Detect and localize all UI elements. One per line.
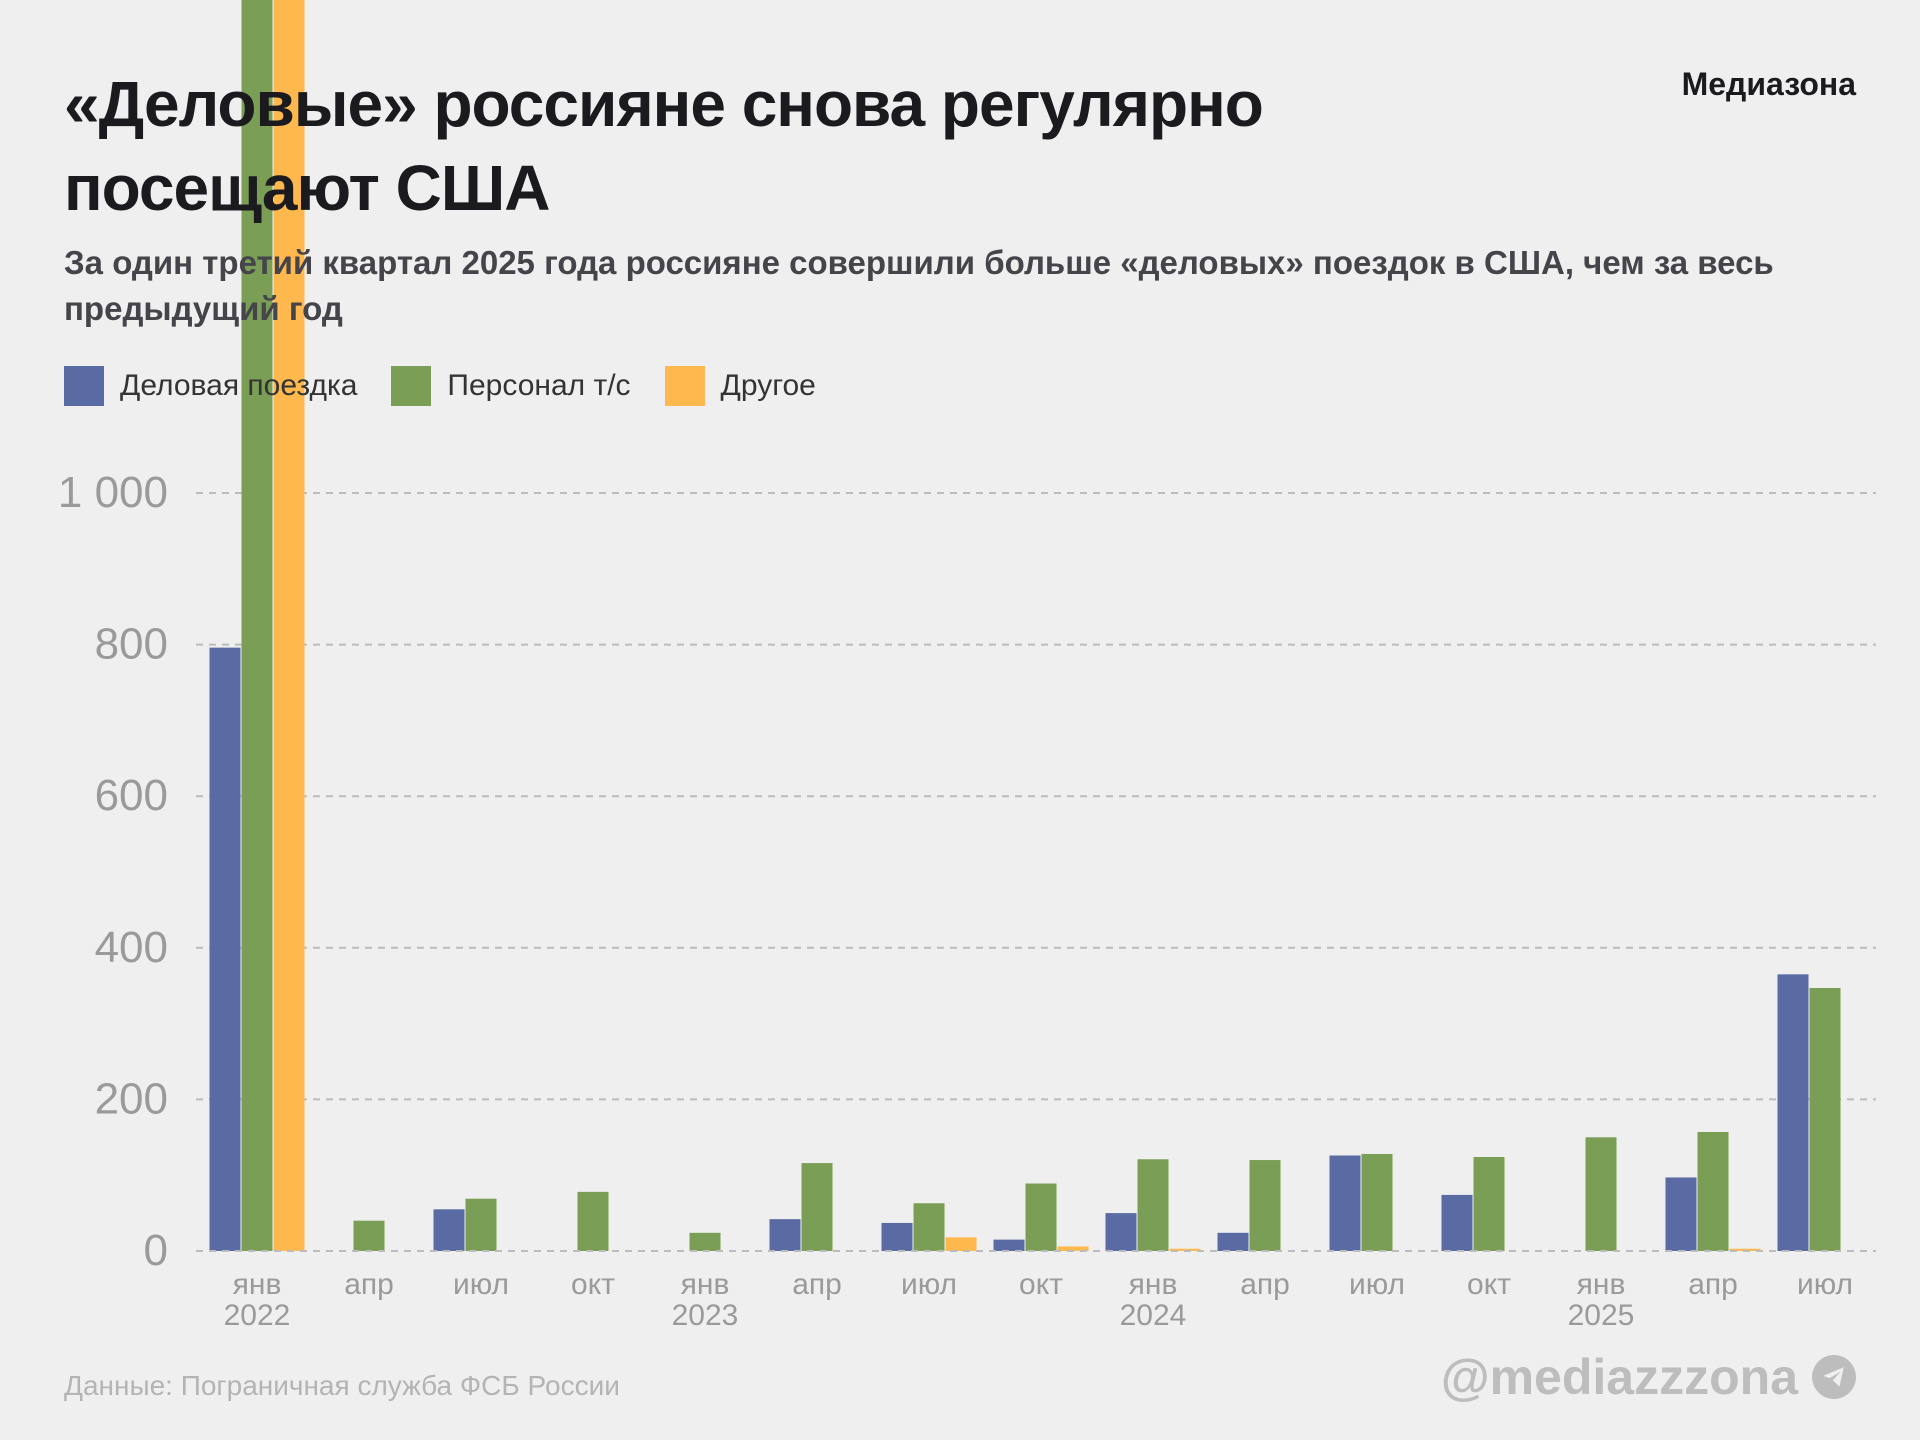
legend-item-business: Деловая поездка [64, 366, 357, 406]
x-tick-label: янв [233, 1268, 282, 1301]
bar-crew [1473, 1157, 1505, 1251]
bar-business [433, 1209, 465, 1251]
bar-crew [1249, 1160, 1281, 1251]
bar-business [1329, 1155, 1361, 1251]
bar-crew [801, 1163, 833, 1251]
bar-crew [577, 1191, 609, 1251]
x-tick-label: июл [1349, 1268, 1405, 1301]
x-tick-label: апр [1688, 1268, 1738, 1301]
bar-business [881, 1222, 913, 1251]
y-tick-label: 800 [95, 620, 168, 669]
bar-crew [465, 1198, 497, 1251]
bar-crew [1697, 1131, 1729, 1251]
y-tick-label: 0 [144, 1226, 168, 1275]
brand-logo: Медиазона [1681, 66, 1856, 102]
bar-business [1665, 1177, 1697, 1251]
telegram-handle: @mediazzzona [1441, 1348, 1856, 1406]
legend-label: Деловая поездка [120, 369, 358, 402]
bar-crew [689, 1232, 721, 1251]
legend-item-crew: Персонал т/с [391, 366, 631, 406]
chart-subtitle: За один третий квартал 2025 года россиян… [64, 244, 1774, 327]
x-tick-label: окт [571, 1268, 615, 1301]
bar-business [1441, 1194, 1473, 1251]
bar-other [273, 0, 305, 1251]
bar-other [1729, 1248, 1761, 1251]
x-tick-year: 2025 [1568, 1299, 1635, 1332]
legend-swatch [664, 366, 705, 406]
x-tick-label: апр [344, 1268, 394, 1301]
x-tick-label: окт [1467, 1268, 1511, 1301]
y-tick-label: 400 [95, 923, 168, 972]
legend-item-other: Другое [664, 366, 816, 406]
y-tick-label: 600 [95, 771, 168, 820]
legend-label: Другое [720, 369, 816, 402]
x-tick-year: 2022 [224, 1299, 291, 1332]
bar-crew [241, 0, 273, 1251]
bar-business [993, 1239, 1025, 1251]
bar-business [209, 647, 241, 1251]
legend: Деловая поездка Персонал т/с Другое [64, 366, 816, 406]
x-tick-label: июл [453, 1268, 509, 1301]
bar-business [769, 1219, 801, 1251]
x-tick-label: апр [1240, 1268, 1290, 1301]
x-tick-year: 2024 [1120, 1299, 1187, 1332]
x-tick-label: окт [1019, 1268, 1063, 1301]
bar-crew [1585, 1137, 1617, 1251]
legend-swatch [391, 366, 432, 406]
chart-title: «Деловые» россияне снова регулярно посещ… [64, 68, 1264, 224]
x-tick-label: янв [1129, 1268, 1178, 1301]
x-tick-label: янв [1577, 1268, 1626, 1301]
bar-crew [1025, 1183, 1057, 1251]
y-tick-label: 1 000 [58, 468, 168, 517]
bar-crew [1809, 987, 1841, 1251]
bar-business [1777, 974, 1809, 1251]
x-tick-year: 2023 [672, 1299, 739, 1332]
legend-swatch [64, 366, 104, 406]
x-tick-label: июл [1797, 1268, 1853, 1301]
bar-crew [913, 1203, 945, 1251]
bar-other [1057, 1246, 1089, 1251]
y-tick-label: 200 [95, 1074, 168, 1123]
bar-business [1217, 1232, 1249, 1251]
legend-label: Персонал т/с [447, 369, 631, 402]
x-tick-label: янв [681, 1268, 730, 1301]
bar-crew [353, 1220, 385, 1251]
bar-other [1169, 1248, 1201, 1251]
data-source: Данные: Пограничная служба ФСБ России [64, 1370, 620, 1401]
bar-crew [1361, 1153, 1393, 1251]
telegram-icon [1812, 1355, 1856, 1399]
bar-other [945, 1237, 977, 1251]
bar-crew [1137, 1159, 1169, 1251]
handle-text: @mediazzzona [1440, 1349, 1798, 1405]
x-tick-label: июл [901, 1268, 957, 1301]
x-tick-label: апр [792, 1268, 842, 1301]
bar-business [1105, 1213, 1137, 1251]
